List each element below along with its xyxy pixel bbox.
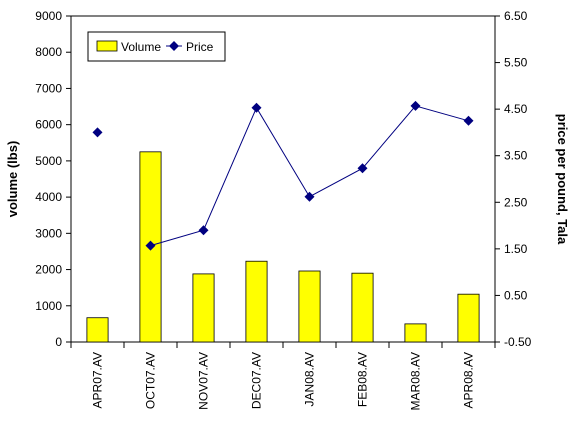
left-tick-label: 6000 <box>35 118 62 132</box>
price-point <box>145 240 156 251</box>
category-label: FEB08.AV <box>356 352 370 407</box>
category-label: MAR08.AV <box>409 352 423 410</box>
volume-bars <box>86 151 480 343</box>
volume-bar <box>404 323 427 343</box>
price-point <box>198 225 209 236</box>
volume-bar <box>86 317 109 343</box>
left-tick-label: 1000 <box>35 299 62 313</box>
left-tick-label: 9000 <box>35 9 62 23</box>
volume-bar <box>245 260 268 343</box>
volume-bar <box>298 270 321 343</box>
category-label: OCT07.AV <box>144 352 158 409</box>
right-tick-label: 1.50 <box>504 242 528 256</box>
price-point <box>357 163 368 174</box>
legend-price-label: Price <box>186 40 214 54</box>
price-point <box>463 115 474 126</box>
category-label: DEC07.AV <box>250 352 264 409</box>
right-tick-label: 5.50 <box>504 56 528 70</box>
category-label: JAN08.AV <box>303 352 317 406</box>
category-label: NOV07.AV <box>197 352 211 410</box>
right-tick-label: 2.50 <box>504 195 528 209</box>
right-tick-label: -0.50 <box>504 335 532 349</box>
volume-bar <box>192 273 215 343</box>
left-tick-label: 4000 <box>35 190 62 204</box>
price-point <box>304 191 315 202</box>
left-axis-title: volume (lbs) <box>5 141 20 218</box>
right-tick-label: 6.50 <box>504 9 528 23</box>
category-label: APR07.AV <box>91 352 105 408</box>
right-tick-label: 0.50 <box>504 288 528 302</box>
left-axis-ticks: 0 1000 2000 3000 4000 5000 6000 7000 8000 9000 <box>35 9 71 349</box>
left-tick-label: 3000 <box>35 226 62 240</box>
right-axis-ticks: -0.50 0.50 1.50 2.50 3.50 4.50 5.50 6.50 <box>495 9 532 349</box>
legend-price-marker <box>169 41 179 51</box>
left-tick-label: 5000 <box>35 154 62 168</box>
left-tick-label: 8000 <box>35 45 62 59</box>
left-tick-label: 0 <box>55 335 62 349</box>
right-tick-label: 4.50 <box>504 102 528 116</box>
price-series <box>92 100 474 251</box>
price-point <box>92 127 103 138</box>
right-axis-title: price per pound, Tala <box>555 114 569 245</box>
left-tick-label: 7000 <box>35 81 62 95</box>
right-tick-label: 3.50 <box>504 149 528 163</box>
legend-volume-swatch <box>96 40 118 52</box>
price-point <box>251 102 262 113</box>
plot-area <box>70 15 496 343</box>
left-tick-label: 2000 <box>35 263 62 277</box>
legend-volume-label: Volume <box>121 40 161 54</box>
volume-bar <box>457 293 480 343</box>
legend: Volume Price <box>87 31 226 62</box>
category-labels: APR07.AV OCT07.AV NOV07.AV DEC07.AV JAN08.AV… <box>70 342 496 410</box>
price-point <box>410 100 421 111</box>
volume-bar <box>351 272 374 343</box>
category-label: APR08.AV <box>462 352 476 408</box>
